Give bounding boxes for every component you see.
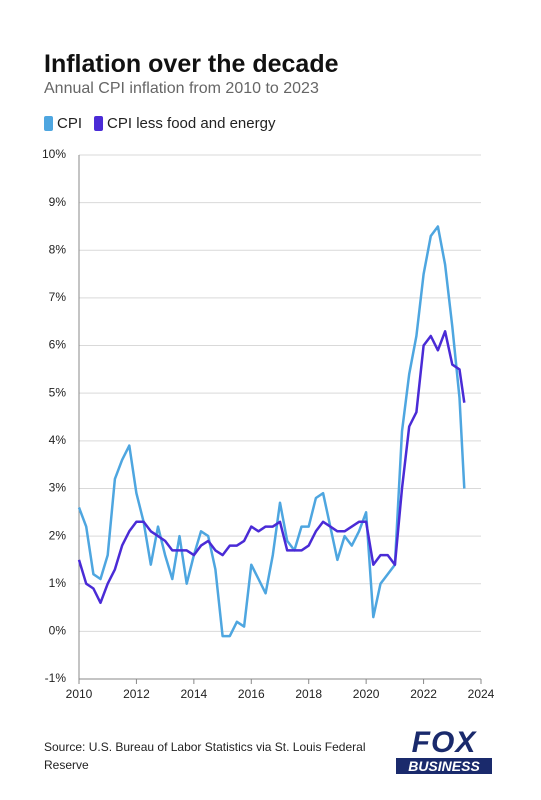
- legend-label: CPI less food and energy: [107, 115, 276, 132]
- y-tick-label: 8%: [49, 242, 67, 256]
- y-tick-label: 5%: [49, 385, 67, 399]
- x-tick-label: 2022: [410, 687, 437, 701]
- x-tick-label: 2014: [181, 687, 208, 701]
- chart: -1% 0% 1% 2% 3% 4% 5% 6% 7% 8% 9% 10% 2010 2012 2014 20…: [42, 115, 495, 701]
- x-tick-label: 2020: [353, 687, 380, 701]
- x-tick-label: 2018: [295, 687, 322, 701]
- legend-swatch: [94, 116, 104, 131]
- logo-bottom: BUSINESS: [396, 758, 492, 774]
- x-tick-label: 2012: [123, 687, 150, 701]
- series-line: [77, 225, 466, 638]
- y-tick-label: 1%: [49, 576, 67, 590]
- x-tick-label: 2016: [238, 687, 265, 701]
- chart-subtitle: Annual CPI inflation from 2010 to 2023: [44, 80, 319, 97]
- y-tick-label: 6%: [49, 338, 67, 352]
- series-line: [77, 330, 466, 605]
- y-tick-label: 4%: [49, 433, 67, 447]
- y-tick-label: 3%: [49, 481, 67, 495]
- chart-title: Inflation over the decade: [44, 50, 339, 78]
- x-tick-label: 2024: [468, 687, 495, 701]
- y-tick-label: 9%: [49, 195, 67, 209]
- source-note: Source: U.S. Bureau of Labor Statistics …: [44, 740, 366, 772]
- legend-label: CPI: [57, 115, 82, 132]
- y-tick-label: 10%: [42, 147, 66, 161]
- logo-top: FOX: [411, 726, 477, 759]
- y-tick-label: 7%: [49, 290, 67, 304]
- legend-swatch: [44, 116, 53, 131]
- y-tick-label: -1%: [45, 671, 67, 685]
- logo: FOX BUSINESS: [396, 728, 492, 774]
- y-tick-label: 0%: [49, 624, 67, 638]
- y-tick-label: 2%: [49, 528, 67, 542]
- x-tick-label: 2010: [66, 687, 93, 701]
